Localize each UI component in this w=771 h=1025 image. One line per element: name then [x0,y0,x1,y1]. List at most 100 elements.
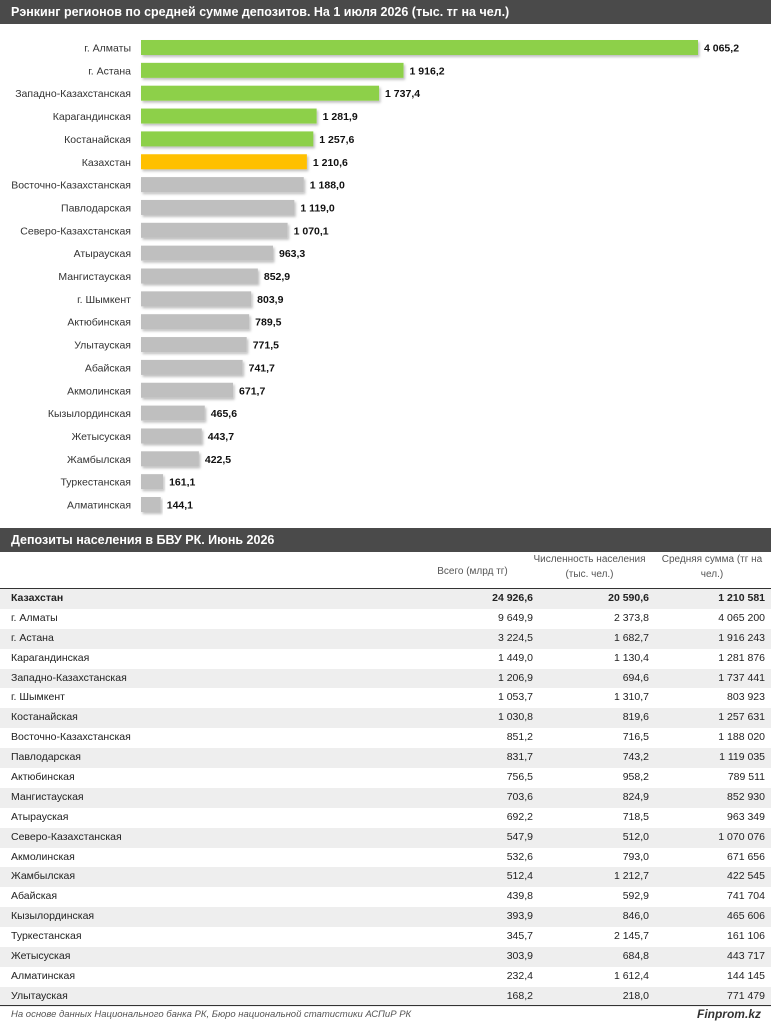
population-cell: 718,5 [622,810,649,823]
average-cell: 789 511 [727,771,765,784]
table-row: Абайская 439,8 592,9 741 704 [0,887,771,907]
table-row: Актюбинская 756,5 958,2 789 511 [0,768,771,788]
population-cell: 1 130,4 [613,651,649,664]
average-cell: 144 145 [727,969,765,982]
value-label: 1 281,9 [323,111,358,123]
region-name-cell: г. Астана [11,631,54,644]
bar [141,131,314,147]
table-row: Северо-Казахстанская 547,9 512,0 1 070 076 [0,827,771,848]
average-cell: 1 210 581 [718,592,765,604]
bar [141,154,307,170]
region-name-cell: Казахстан [11,592,64,604]
category-label: Атырауская [74,248,131,260]
region-name-cell: Улытауская [11,989,68,1002]
total-cell: 1 449,0 [497,651,533,664]
value-label: 161,1 [169,477,195,489]
table-row: Восточно-Казахстанская 851,2 716,5 1 188 02… [0,728,771,748]
value-label: 443,7 [208,431,234,443]
table-row: Жамбылская 512,4 1 212,7 422 545 [0,867,771,888]
bar [141,85,380,101]
bar [141,405,205,421]
average-cell: 1 070 076 [718,830,765,843]
bar [141,222,288,238]
total-cell: 9 649,9 [497,611,533,624]
value-label: 465,6 [211,408,237,420]
category-label: Жамбылская [67,454,131,466]
bar [141,474,164,490]
population-cell: 716,5 [622,731,649,744]
average-cell: 963 349 [727,810,765,823]
total-cell: 532,6 [506,850,533,863]
value-label: 671,7 [239,385,265,397]
average-cell: 4 065 200 [718,611,765,624]
table-row: Казахстан 24 926,6 20 590,6 1 210 581 [0,588,771,609]
region-name-cell: Алматинская [11,969,76,982]
population-cell: 694,6 [622,671,649,684]
region-name-cell: Кызылординская [11,910,95,923]
table-row: г. Алматы 9 649,9 2 373,8 4 065 200 [0,609,771,629]
total-cell: 345,7 [506,930,533,943]
total-cell: 24 926,6 [492,592,533,604]
table-row: Жетысуская 303,9 684,8 443 717 [0,947,771,967]
column-header-total: Всего (млрд тг) [437,566,508,577]
value-label: 1 916,2 [410,65,445,77]
value-label: 1 188,0 [310,180,345,192]
category-label: Мангистауская [58,271,131,283]
value-label: 771,5 [253,340,279,352]
category-label: Алматинская [67,500,131,512]
region-name-cell: Жетысуская [11,950,71,963]
value-label: 852,9 [264,271,290,283]
value-label: 963,3 [279,248,305,260]
source-note: На основе данных Национального банка РК,… [11,1009,412,1020]
region-name-cell: Акмолинская [11,850,75,863]
total-cell: 512,4 [506,870,533,883]
region-name-cell: Атырауская [11,810,69,823]
population-cell: 793,0 [622,850,649,863]
region-name-cell: Костанайская [11,711,78,724]
category-label: Кызылординская [48,408,131,420]
value-label: 803,9 [257,294,283,306]
average-cell: 1 257 631 [718,711,765,724]
bar [141,314,250,330]
total-cell: 547,9 [506,830,533,843]
chart-title: Рэнкинг регионов по средней сумме депози… [0,0,771,24]
total-cell: 232,4 [506,969,533,982]
total-cell: 756,5 [506,771,533,784]
category-label: г. Астана [88,65,131,77]
bar [141,382,234,398]
average-cell: 465 606 [727,910,765,923]
value-label: 1 070,1 [294,225,329,237]
average-cell: 422 545 [727,870,765,883]
category-label: Восточно-Казахстанская [11,180,131,192]
category-label: Западно-Казахстанская [15,88,131,100]
population-cell: 743,2 [622,751,649,764]
table-title: Депозиты населения в БВУ РК. Июнь 2026 [0,528,771,552]
value-label: 1 737,4 [385,88,420,100]
population-cell: 2 145,7 [613,930,649,943]
table-row: Акмолинская 532,6 793,0 671 656 [0,848,771,868]
footer: На основе данных Национального банка РК,… [0,1005,771,1025]
region-name-cell: Восточно-Казахстанская [11,731,131,744]
category-label: Костанайская [64,134,131,146]
category-label: Туркестанская [60,477,131,489]
table-row: г. Шымкент 1 053,7 1 310,7 803 923 [0,688,771,708]
population-cell: 20 590,6 [608,592,649,604]
population-cell: 1 682,7 [613,631,649,644]
population-cell: 1 212,7 [613,870,649,883]
bar [141,497,161,512]
value-label: 4 065,2 [704,43,739,55]
average-cell: 1 916 243 [718,631,765,644]
category-label: Казахстан [82,157,131,169]
average-cell: 1 737 441 [718,671,765,684]
total-cell: 1 030,8 [497,711,533,724]
average-cell: 1 119 035 [719,751,765,764]
category-label: г. Алматы [84,43,131,55]
brand-logo: Finprom.kz [696,1007,761,1021]
table-body: Казахстан 24 926,6 20 590,6 1 210 581 г. Алм… [0,588,771,1007]
table-row: Туркестанская 345,7 2 145,7 161 106 [0,927,771,947]
table-row: Алматинская 232,4 1 612,4 144 145 [0,967,771,987]
population-cell: 592,9 [622,890,649,903]
bar [141,268,258,284]
population-cell: 846,0 [622,910,649,923]
value-label: 789,5 [255,317,281,329]
